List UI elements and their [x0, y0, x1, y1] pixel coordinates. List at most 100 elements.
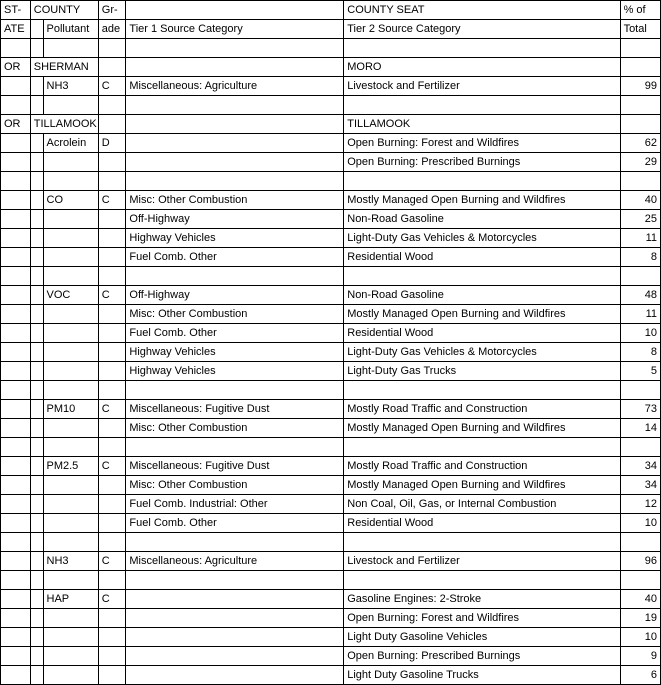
blank-cell [43, 267, 98, 286]
tier1-cell [126, 666, 344, 685]
grade-cell [98, 153, 126, 172]
table-row [1, 39, 661, 58]
total-cell: 29 [620, 153, 660, 172]
table-row: HAPCGasoline Engines: 2-Stroke40 [1, 590, 661, 609]
tier1-cell [126, 647, 344, 666]
tier1-cell: Miscellaneous: Fugitive Dust [126, 400, 344, 419]
blank-cell [30, 343, 43, 362]
total-cell: 34 [620, 476, 660, 495]
total-cell: 11 [620, 229, 660, 248]
blank-cell [344, 39, 620, 58]
table-row: ORTILLAMOOKTILLAMOOK [1, 115, 661, 134]
blank-cell [30, 153, 43, 172]
blank-cell [126, 96, 344, 115]
blank-cell [30, 39, 43, 58]
blank-cell [30, 191, 43, 210]
total-cell: 8 [620, 343, 660, 362]
grade-cell [98, 609, 126, 628]
total-cell: 62 [620, 134, 660, 153]
table-row [1, 381, 661, 400]
blank-cell [30, 77, 43, 96]
grade-cell [98, 495, 126, 514]
blank-cell [344, 438, 620, 457]
state-cell [1, 153, 31, 172]
grade-cell [98, 514, 126, 533]
tier2-cell: Mostly Managed Open Burning and Wildfire… [344, 419, 620, 438]
total-cell: 11 [620, 305, 660, 324]
table-row: Light Duty Gasoline Trucks6 [1, 666, 661, 685]
blank-cell [30, 324, 43, 343]
pollutant-cell [43, 495, 98, 514]
total-cell: 12 [620, 495, 660, 514]
emissions-table: ST-COUNTYGr-COUNTY SEAT% ofATEPollutanta… [0, 0, 661, 685]
table-row: Light Duty Gasoline Vehicles10 [1, 628, 661, 647]
blank-cell [1, 438, 31, 457]
table-row: ST-COUNTYGr-COUNTY SEAT% of [1, 1, 661, 20]
pollutant-cell: NH3 [43, 552, 98, 571]
state-cell [1, 324, 31, 343]
grade-cell: C [98, 77, 126, 96]
total-cell: 10 [620, 324, 660, 343]
pollutant-header: Pollutant [43, 20, 98, 39]
pollutant-cell: CO [43, 191, 98, 210]
grade-cell [98, 419, 126, 438]
grade-cell [98, 324, 126, 343]
blank-cell [126, 381, 344, 400]
blank-cell [126, 533, 344, 552]
blank-cell [30, 495, 43, 514]
blank-cell [98, 381, 126, 400]
blank-cell [30, 647, 43, 666]
state-cell [1, 134, 31, 153]
pollutant-cell: PM10 [43, 400, 98, 419]
blank-cell [30, 438, 43, 457]
total-cell: 6 [620, 666, 660, 685]
blank-cell [126, 39, 344, 58]
blank-cell [30, 286, 43, 305]
state-cell [1, 286, 31, 305]
blank-cell [620, 39, 660, 58]
blank-cell [30, 533, 43, 552]
total-cell: 10 [620, 628, 660, 647]
pollutant-cell [43, 153, 98, 172]
county-header: COUNTY [30, 1, 98, 20]
state-cell: OR [1, 58, 31, 77]
blank-cell [30, 362, 43, 381]
grade-cell [98, 229, 126, 248]
state-header: ST- [1, 1, 31, 20]
grade-cell [98, 647, 126, 666]
table-row: Misc: Other CombustionMostly Managed Ope… [1, 305, 661, 324]
table-row: VOCCOff-HighwayNon-Road Gasoline48 [1, 286, 661, 305]
pollutant-cell: Acrolein [43, 134, 98, 153]
table-row: Highway VehiclesLight-Duty Gas Trucks5 [1, 362, 661, 381]
tier2-cell: Mostly Managed Open Burning and Wildfire… [344, 191, 620, 210]
total-cell: 34 [620, 457, 660, 476]
table-row: Highway VehiclesLight-Duty Gas Vehicles … [1, 343, 661, 362]
blank-cell [620, 381, 660, 400]
blank-cell [30, 400, 43, 419]
total-cell: 14 [620, 419, 660, 438]
grade-cell [98, 628, 126, 647]
state-cell [1, 590, 31, 609]
table-row: COCMisc: Other CombustionMostly Managed … [1, 191, 661, 210]
blank-cell [620, 533, 660, 552]
tier2-cell: Mostly Road Traffic and Construction [344, 457, 620, 476]
blank-cell [126, 438, 344, 457]
state-cell [1, 343, 31, 362]
state-cell [1, 457, 31, 476]
grade-cell [98, 476, 126, 495]
tier2-cell: Residential Wood [344, 248, 620, 267]
tier1-cell: Misc: Other Combustion [126, 419, 344, 438]
state-cell [1, 476, 31, 495]
tier1-cell: Miscellaneous: Agriculture [126, 77, 344, 96]
blank-cell [620, 96, 660, 115]
total-cell: 40 [620, 590, 660, 609]
tier2-cell: Mostly Managed Open Burning and Wildfire… [344, 305, 620, 324]
tier1-cell: Fuel Comb. Other [126, 514, 344, 533]
tier2-cell: Livestock and Fertilizer [344, 552, 620, 571]
state-cell [1, 77, 31, 96]
blank-cell [620, 438, 660, 457]
blank-cell [1, 267, 31, 286]
tier1-cell [126, 134, 344, 153]
table-row: Open Burning: Forest and Wildfires19 [1, 609, 661, 628]
tier1-cell: Misc: Other Combustion [126, 305, 344, 324]
